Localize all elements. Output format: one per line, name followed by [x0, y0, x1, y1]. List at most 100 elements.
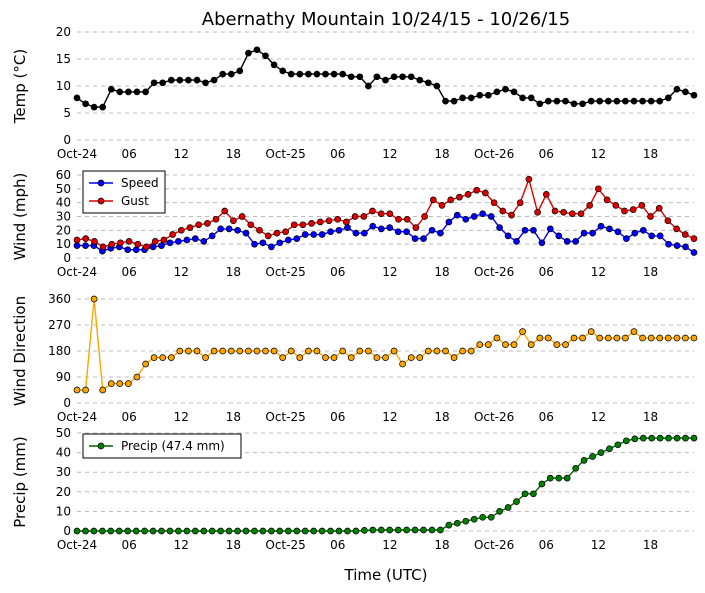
data-point [365, 347, 372, 355]
data-point [665, 240, 672, 248]
y-axis-label: Temp (°C) [11, 49, 29, 124]
data-point [690, 334, 698, 342]
data-point [513, 498, 520, 505]
data-point [589, 453, 596, 460]
x-tick-label: Oct-25 [265, 410, 305, 424]
data-point [484, 341, 492, 348]
data-point [132, 246, 140, 254]
data-point [230, 217, 237, 225]
data-point [484, 91, 492, 99]
data-point [335, 527, 343, 535]
data-point [551, 207, 559, 215]
y-tick-label: 60 [56, 168, 71, 182]
data-point [91, 238, 98, 245]
data-point [580, 457, 588, 464]
data-point [175, 527, 182, 535]
data-point [242, 527, 250, 535]
data-point [125, 380, 132, 387]
data-point [420, 235, 427, 242]
data-point [279, 354, 287, 361]
x-tick-label: Oct-26 [474, 410, 514, 424]
data-point [459, 94, 466, 102]
data-point [438, 202, 446, 209]
x-tick-label: 06 [539, 147, 554, 161]
data-point [428, 226, 436, 234]
data-point [115, 527, 123, 535]
data-point [647, 334, 655, 342]
data-point [499, 207, 507, 215]
data-point [133, 88, 141, 96]
data-point [377, 526, 385, 534]
data-point [596, 97, 604, 105]
data-point [245, 347, 252, 355]
data-point [316, 218, 324, 226]
data-point [99, 103, 107, 111]
data-point [183, 527, 191, 535]
data-point [273, 229, 281, 237]
legend-marker [97, 197, 105, 205]
data-point [412, 224, 420, 231]
data-point [416, 76, 424, 84]
y-axis-label: Precip (mm) [11, 436, 29, 527]
data-point [656, 334, 664, 342]
data-point [334, 215, 342, 223]
data-point [210, 76, 218, 84]
data-point [73, 242, 81, 249]
y-axis-label: Wind Direction [11, 296, 29, 406]
data-point [327, 527, 334, 535]
data-point [212, 215, 220, 223]
x-tick-label: 18 [643, 410, 658, 424]
data-point [166, 239, 174, 247]
data-point [587, 97, 595, 105]
data-point [160, 236, 168, 244]
data-point [447, 196, 455, 204]
data-point [562, 341, 569, 348]
data-point [200, 527, 208, 535]
data-point [125, 88, 132, 96]
data-point [193, 347, 201, 355]
data-point [313, 347, 321, 355]
y-tick-label: 40 [56, 196, 71, 210]
data-point [186, 224, 194, 231]
data-point [90, 295, 98, 303]
data-point [496, 224, 503, 231]
data-point [382, 76, 389, 84]
data-point [462, 517, 470, 525]
data-point [516, 199, 524, 207]
data-point [301, 527, 309, 535]
x-tick-label: 06 [539, 265, 554, 279]
data-point [544, 334, 552, 342]
data-point [245, 49, 252, 57]
data-point [134, 240, 142, 248]
x-tick-label: 12 [382, 538, 397, 552]
y-tick-label: 180 [48, 344, 71, 358]
y-tick-label: 30 [56, 210, 71, 224]
data-point [479, 513, 487, 521]
data-point [339, 347, 347, 355]
x-tick-label: 06 [330, 265, 345, 279]
data-point [411, 526, 419, 534]
data-point [527, 94, 535, 102]
data-point [470, 515, 478, 523]
data-point [369, 526, 377, 534]
data-point [219, 70, 227, 78]
data-point [681, 231, 689, 238]
data-point [596, 334, 604, 342]
data-point [202, 79, 209, 87]
data-point [639, 434, 647, 442]
data-point [445, 218, 453, 226]
data-point [90, 527, 98, 535]
data-point [143, 243, 150, 251]
y-tick-label: 10 [56, 79, 71, 93]
data-point [301, 231, 309, 238]
x-tick-label: 18 [434, 147, 449, 161]
y-tick-label: 20 [56, 25, 71, 39]
data-point [579, 100, 586, 108]
data-point [183, 236, 191, 244]
x-tick-label: 06 [539, 410, 554, 424]
data-point [279, 67, 287, 75]
data-point [664, 217, 672, 225]
data-point [343, 218, 350, 226]
data-point [158, 242, 165, 249]
data-point [313, 70, 321, 78]
